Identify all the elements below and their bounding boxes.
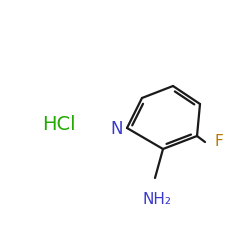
Text: N: N [110, 120, 123, 138]
Text: HCl: HCl [42, 116, 76, 134]
Text: NH₂: NH₂ [142, 192, 172, 207]
Text: F: F [215, 134, 224, 150]
